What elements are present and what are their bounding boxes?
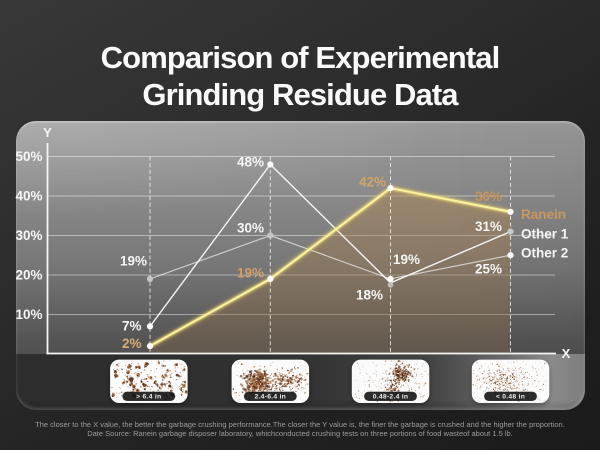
svg-text:18%: 18% <box>356 288 383 303</box>
svg-text:10%: 10% <box>15 307 42 322</box>
svg-text:25%: 25% <box>475 262 502 277</box>
svg-text:< 0.48 in: < 0.48 in <box>496 394 525 401</box>
svg-text:42%: 42% <box>359 175 386 190</box>
svg-text:31%: 31% <box>475 219 502 234</box>
svg-text:0.48-2.4 in: 0.48-2.4 in <box>373 394 409 401</box>
svg-text:Other 1: Other 1 <box>521 227 569 242</box>
svg-text:19%: 19% <box>237 266 264 281</box>
svg-text:2%: 2% <box>122 336 142 351</box>
svg-text:Ranein: Ranein <box>521 207 566 222</box>
svg-text:7%: 7% <box>122 319 142 334</box>
svg-text:X: X <box>562 346 571 361</box>
svg-text:48%: 48% <box>237 155 264 170</box>
svg-text:> 6.4 in: > 6.4 in <box>136 394 161 401</box>
svg-text:36%: 36% <box>475 189 502 204</box>
svg-text:19%: 19% <box>120 254 147 269</box>
svg-text:Y: Y <box>43 125 52 140</box>
svg-text:30%: 30% <box>237 221 264 236</box>
svg-text:2.4-6.4 in: 2.4-6.4 in <box>255 394 287 401</box>
svg-text:19%: 19% <box>393 252 420 267</box>
svg-text:30%: 30% <box>15 228 42 243</box>
svg-text:50%: 50% <box>15 149 42 164</box>
svg-text:20%: 20% <box>15 268 42 283</box>
svg-text:Other 2: Other 2 <box>521 246 568 261</box>
svg-text:40%: 40% <box>15 189 42 204</box>
